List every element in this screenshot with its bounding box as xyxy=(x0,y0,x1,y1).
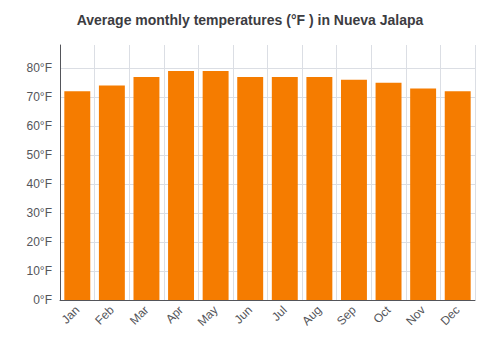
svg-text:0°F: 0°F xyxy=(33,293,52,307)
svg-text:Jul: Jul xyxy=(269,303,290,324)
svg-text:50°F: 50°F xyxy=(27,148,52,162)
svg-text:20°F: 20°F xyxy=(27,235,52,249)
svg-text:Nov: Nov xyxy=(403,303,428,328)
svg-text:Aug: Aug xyxy=(299,303,324,328)
svg-text:Sep: Sep xyxy=(334,303,359,328)
svg-text:Oct: Oct xyxy=(370,303,394,327)
svg-text:Mar: Mar xyxy=(127,303,152,327)
svg-text:Apr: Apr xyxy=(163,303,186,326)
svg-text:70°F: 70°F xyxy=(27,90,52,104)
svg-text:Dec: Dec xyxy=(438,303,463,328)
svg-text:60°F: 60°F xyxy=(27,119,52,133)
svg-text:Average monthly temperatures (: Average monthly temperatures (°F ) in Nu… xyxy=(77,12,424,28)
svg-text:40°F: 40°F xyxy=(27,177,52,191)
svg-text:10°F: 10°F xyxy=(27,264,52,278)
svg-text:30°F: 30°F xyxy=(27,206,52,220)
svg-text:Feb: Feb xyxy=(92,303,117,328)
svg-text:80°F: 80°F xyxy=(27,61,52,75)
svg-text:Jun: Jun xyxy=(232,303,256,327)
svg-text:May: May xyxy=(195,303,221,329)
svg-text:Jan: Jan xyxy=(59,303,83,327)
